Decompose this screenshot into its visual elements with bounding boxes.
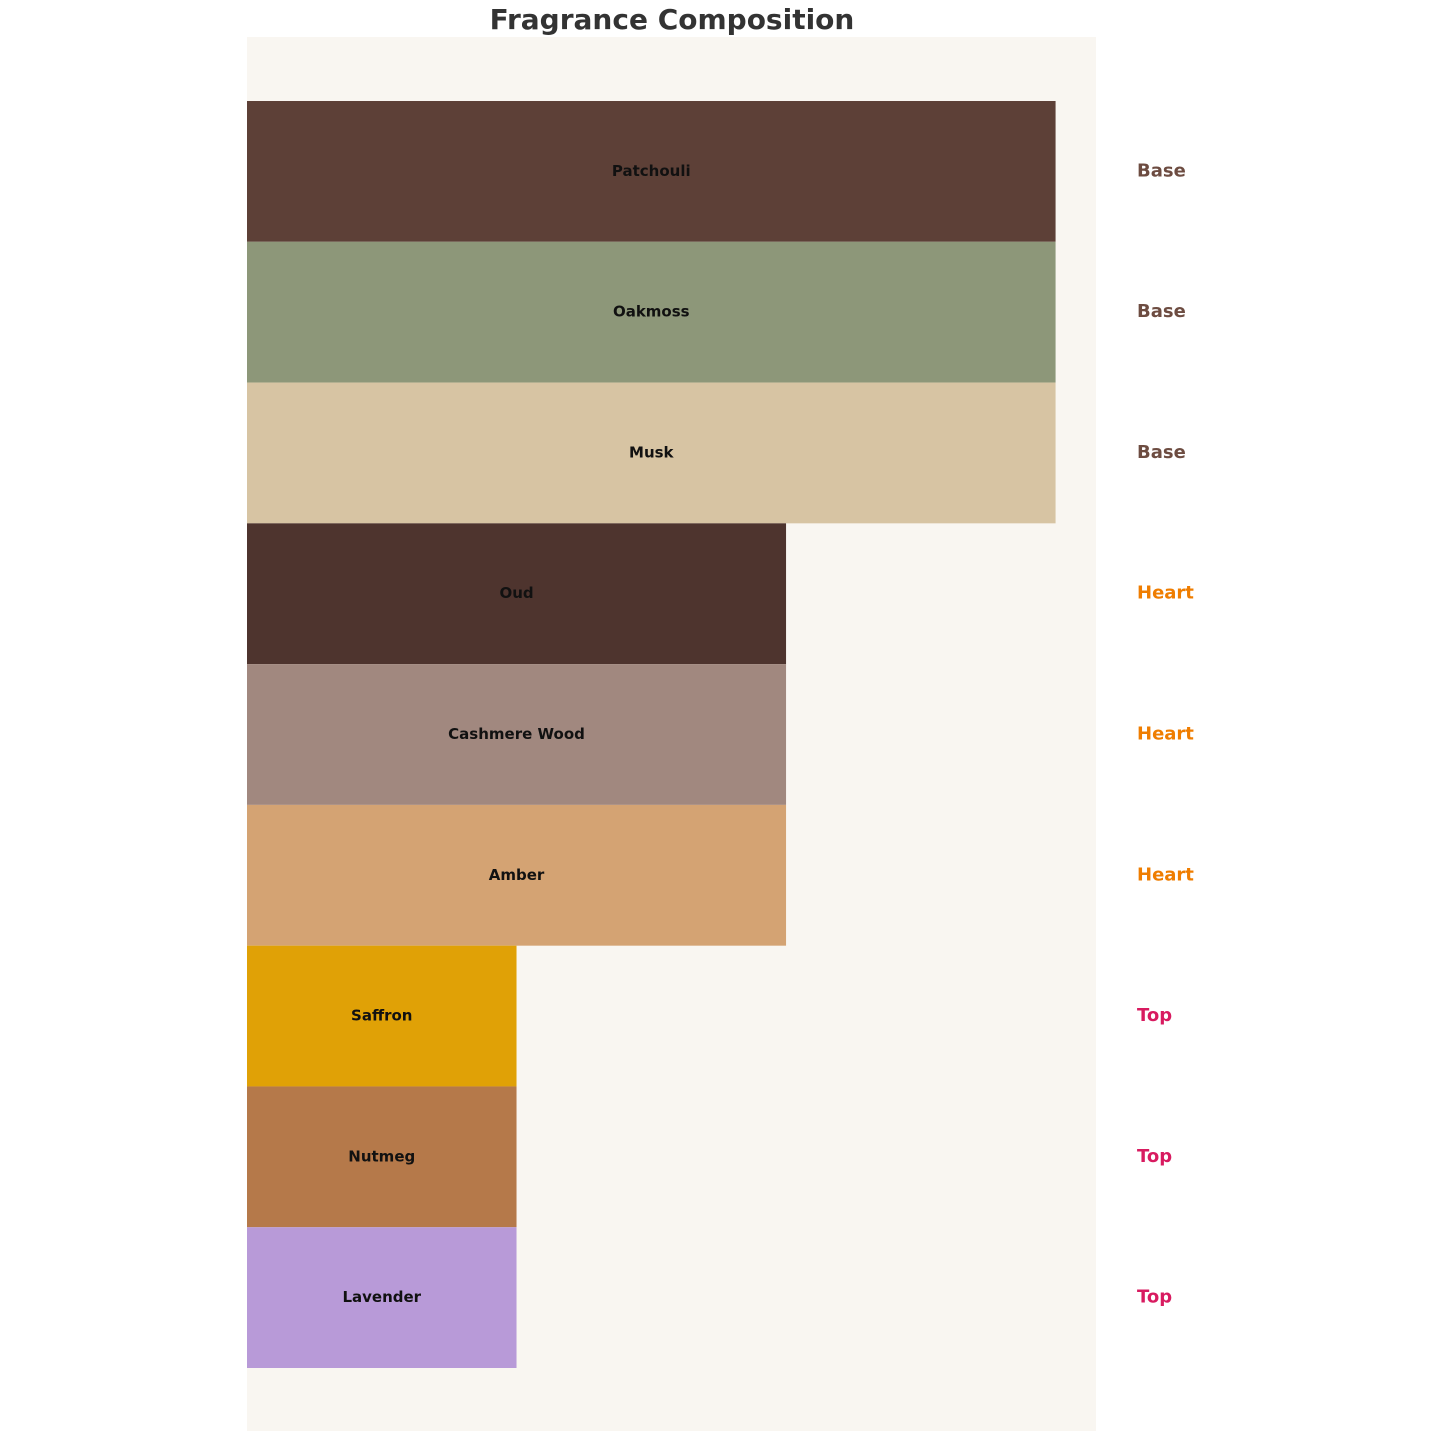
layer-label: Base [1137,160,1186,181]
layer-label: Top [1137,1146,1172,1167]
bar-label: Musk [629,443,675,461]
bar-label: Oakmoss [613,303,690,321]
bar-label: Cashmere Wood [448,725,585,743]
layer-label: Top [1137,1287,1172,1308]
bar-label: Amber [489,866,545,884]
bar-label: Saffron [351,1007,412,1025]
bar [247,523,787,665]
bar-label: Nutmeg [348,1147,415,1165]
layer-label: Base [1137,442,1186,463]
layer-label: Base [1137,301,1186,322]
bar [247,241,1056,383]
bar [247,804,787,946]
bar [247,101,1056,242]
bar [247,945,517,1087]
bar-label: Oud [499,584,533,602]
bar-label: Lavender [342,1288,421,1306]
bar [247,1227,517,1368]
bar-label: Patchouli [612,162,691,180]
layer-label: Heart [1137,724,1194,745]
chart-title: Fragrance Composition [490,3,855,36]
layer-label: Heart [1137,864,1194,885]
bar [247,382,1056,524]
bar [247,1086,517,1228]
layer-label: Heart [1137,583,1194,604]
layer-label: Top [1137,1005,1172,1026]
bar [247,664,787,805]
